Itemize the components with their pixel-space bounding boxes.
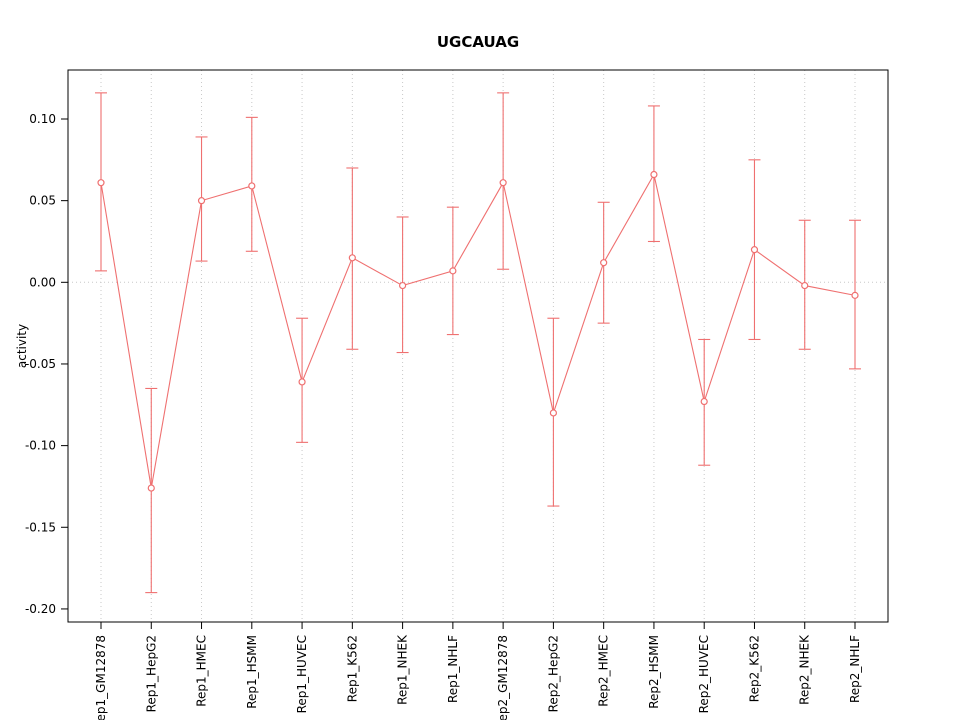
data-point: [298, 378, 306, 386]
x-tick-label: Rep1_GM12878: [94, 635, 108, 720]
x-tick-label: Rep1_K562: [345, 635, 359, 702]
x-tick-label: Rep2_K562: [747, 635, 761, 702]
data-point: [801, 281, 809, 290]
data-point: [499, 179, 507, 187]
x-tick-label: Rep1_HUVEC: [295, 635, 309, 713]
x-tick-label: Rep1_NHLF: [446, 635, 460, 703]
y-tick-label: 0.10: [29, 112, 56, 126]
data-point: [147, 484, 155, 492]
chart-title: UGCAUAG: [436, 33, 520, 51]
plot-border: [67, 69, 889, 623]
data-point: [248, 182, 256, 190]
data-point: [97, 179, 105, 187]
x-tick-label: Rep2_HUVEC: [697, 635, 711, 713]
data-point: [700, 397, 708, 406]
x-tick-label: Rep2_GM12878: [496, 635, 510, 720]
data-point: [549, 409, 558, 417]
y-tick-label: -0.05: [25, 357, 56, 371]
y-tick-label: -0.20: [25, 602, 56, 616]
x-tick-label: Rep2_HMEC: [597, 635, 611, 707]
data-point: [197, 197, 206, 205]
data-point: [600, 259, 608, 267]
data-point: [399, 281, 407, 290]
x-tick-label: Rep1_NHEK: [396, 634, 410, 705]
y-tick-label: -0.10: [25, 439, 56, 453]
y-tick-label: 0.05: [29, 194, 56, 208]
x-tick-label: Rep2_HepG2: [546, 635, 560, 712]
y-tick-label: 0.00: [29, 275, 56, 289]
series-line: [100, 173, 856, 489]
data-point: [750, 246, 759, 254]
x-tick-label: Rep1_HSMM: [245, 635, 259, 709]
x-tick-label: Rep2_HSMM: [647, 635, 661, 709]
y-tick-label: -0.15: [25, 520, 56, 534]
x-tick-label: Rep2_NHLF: [848, 635, 862, 703]
data-point: [449, 267, 457, 275]
data-point: [851, 291, 859, 299]
x-tick-label: Rep1_HMEC: [195, 635, 209, 707]
x-tick-label: Rep1_HepG2: [144, 635, 158, 712]
data-point: [650, 170, 658, 179]
data-point: [348, 254, 356, 262]
x-tick-label: Rep2_NHEK: [798, 634, 812, 705]
